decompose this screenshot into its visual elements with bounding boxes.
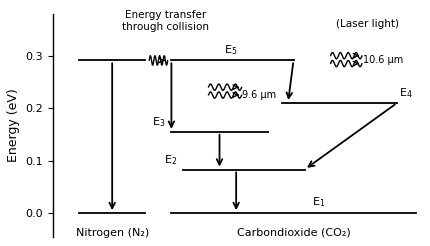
Text: E$_1$: E$_1$ xyxy=(312,196,326,209)
Text: 10.6 μm: 10.6 μm xyxy=(363,55,403,65)
Y-axis label: Energy (eV): Energy (eV) xyxy=(7,88,20,162)
Text: Energy transfer
through collision: Energy transfer through collision xyxy=(123,10,209,32)
Text: (Laser light): (Laser light) xyxy=(336,19,399,30)
Text: Nitrogen (N₂): Nitrogen (N₂) xyxy=(76,228,149,238)
Text: Carbondioxide (CO₂): Carbondioxide (CO₂) xyxy=(237,228,350,238)
Text: E$_5$: E$_5$ xyxy=(224,43,237,57)
Text: E$_4$: E$_4$ xyxy=(399,87,413,100)
Text: 9.6 μm: 9.6 μm xyxy=(243,90,276,100)
Text: E$_3$: E$_3$ xyxy=(153,115,166,129)
Text: E$_2$: E$_2$ xyxy=(164,153,177,167)
